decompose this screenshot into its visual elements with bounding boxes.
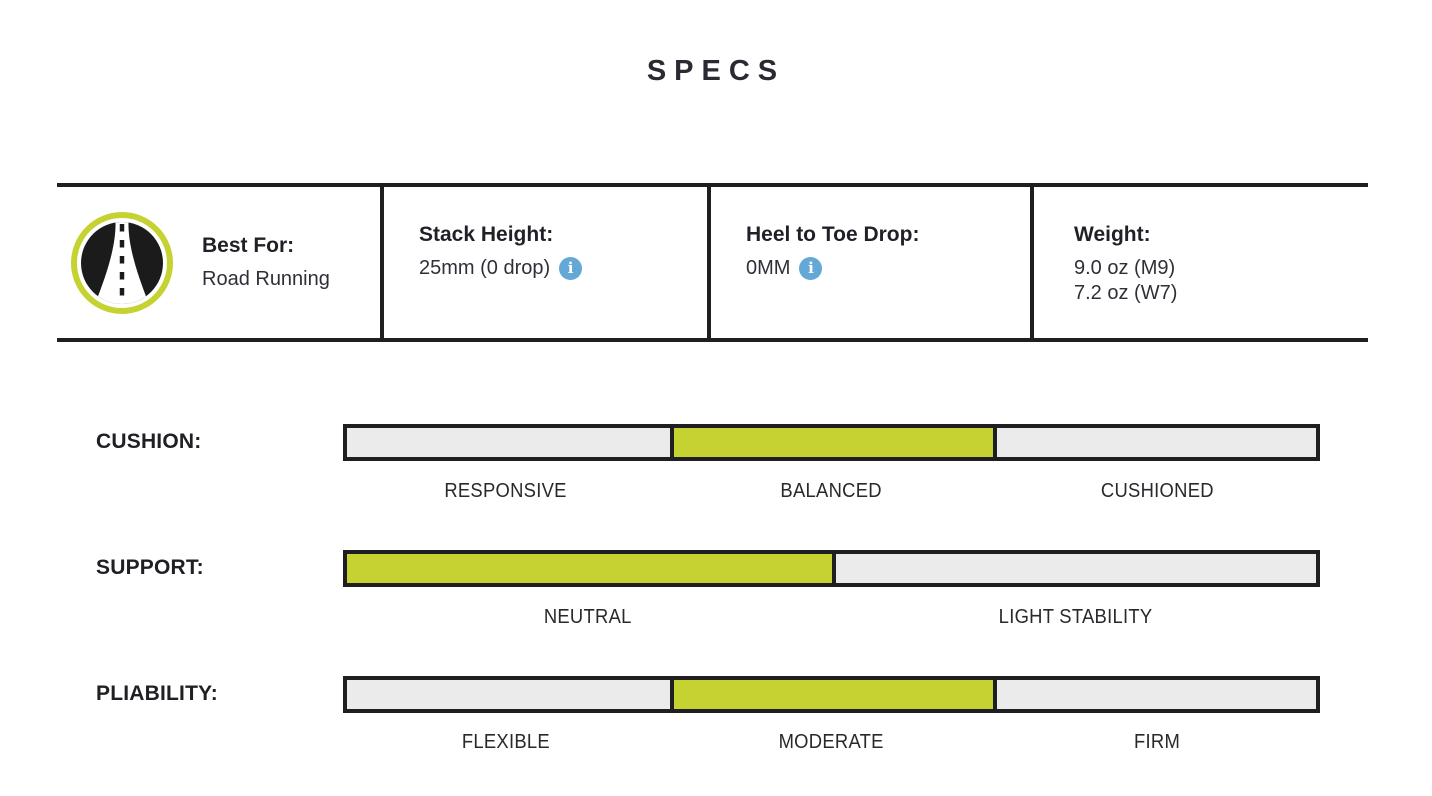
cushion-row-label: CUSHION:: [96, 430, 202, 453]
best-for-value: Road Running: [202, 268, 330, 290]
page-title: SPECS: [646, 55, 786, 87]
pliability-row-label: PLIABILITY:: [96, 682, 218, 705]
spec-cell-best-for: Best For: Road Running: [57, 187, 380, 338]
segment-label: RESPONSIVE: [444, 479, 568, 502]
pliability-bar-labels: FLEXIBLE MODERATE FIRM: [343, 730, 1320, 754]
support-bar-labels: NEUTRAL LIGHT STABILITY: [343, 605, 1320, 629]
heel-toe-drop-value: 0MM i: [746, 256, 1030, 280]
bar-segment: [992, 680, 1316, 709]
bar-segment: [347, 554, 832, 583]
bar-segment: [669, 428, 993, 457]
bar-segment: [347, 428, 670, 457]
cushion-bar: [343, 424, 1320, 461]
segment-label: FLEXIBLE: [461, 730, 550, 753]
best-for-label: Best For:: [202, 234, 295, 257]
bar-segment: [831, 554, 1316, 583]
cushion-bar-labels: RESPONSIVE BALANCED CUSHIONED: [343, 479, 1320, 503]
specs-table: Best For: Road Running Stack Height: 25m…: [57, 183, 1368, 342]
weight-value-mens: 9.0 oz (M9): [1074, 257, 1176, 279]
segment-label: BALANCED: [780, 479, 883, 502]
info-icon[interactable]: i: [559, 256, 583, 280]
weight-value-womens: 7.2 oz (W7): [1074, 282, 1178, 304]
segment-label: LIGHT STABILITY: [998, 605, 1153, 628]
pliability-bar: [343, 676, 1320, 713]
weight-label: Weight:: [1074, 223, 1151, 246]
spec-cell-heel-toe-drop: Heel to Toe Drop: 0MM i: [707, 187, 1030, 338]
support-row-label: SUPPORT:: [96, 556, 204, 579]
bar-segment: [992, 428, 1316, 457]
bar-segment: [669, 680, 993, 709]
spec-cell-stack-height: Stack Height: 25mm (0 drop) i: [380, 187, 707, 338]
best-for-text: Best For: Road Running: [202, 234, 330, 291]
segment-label: NEUTRAL: [543, 605, 632, 628]
spec-cell-weight: Weight: 9.0 oz (M9) 7.2 oz (W7): [1030, 187, 1368, 338]
stack-height-label: Stack Height:: [419, 223, 554, 246]
stack-height-value: 25mm (0 drop) i: [419, 256, 707, 280]
road-running-icon: [71, 211, 173, 314]
heel-toe-drop-label: Heel to Toe Drop:: [746, 223, 920, 246]
segment-label: FIRM: [1134, 730, 1181, 753]
segment-label: CUSHIONED: [1100, 479, 1214, 502]
segment-label: MODERATE: [778, 730, 885, 753]
info-icon[interactable]: i: [799, 256, 823, 280]
support-bar: [343, 550, 1320, 587]
bar-segment: [347, 680, 670, 709]
